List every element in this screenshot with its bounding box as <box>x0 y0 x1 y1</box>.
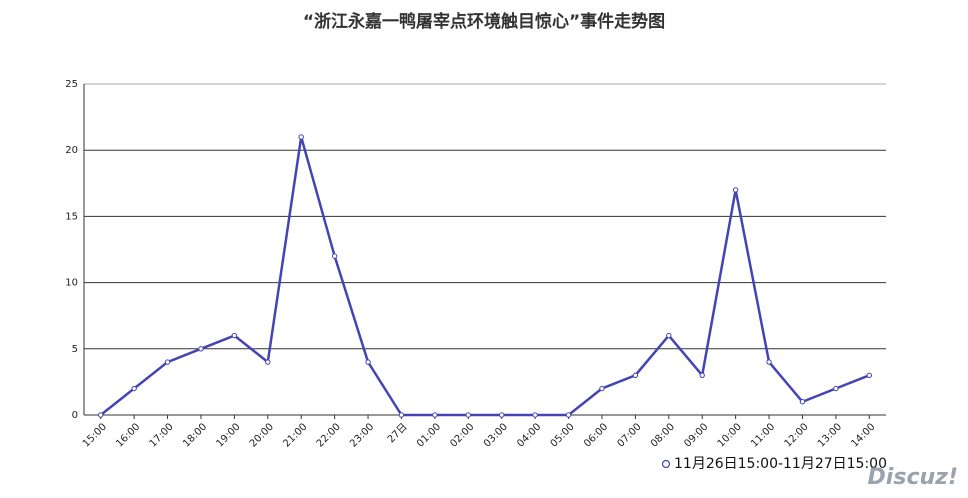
point <box>298 134 304 140</box>
y-tick-label: 0 <box>72 410 78 421</box>
x-tick-label: 17:00 <box>148 421 176 449</box>
series-line <box>99 136 870 417</box>
y-tick-label: 5 <box>72 344 78 355</box>
point <box>532 412 538 418</box>
point <box>565 412 572 418</box>
point <box>164 359 171 365</box>
x-tick-label: 04:00 <box>515 421 543 449</box>
point <box>666 332 672 339</box>
point <box>599 385 605 392</box>
point <box>465 412 471 418</box>
x-tick-label: 18:00 <box>181 421 209 449</box>
point <box>732 187 739 193</box>
x-tick-label: 01:00 <box>415 421 443 449</box>
point <box>632 372 639 378</box>
point <box>699 372 705 378</box>
y-tick-label: 15 <box>65 211 78 222</box>
x-tick-label: 22:00 <box>315 421 343 449</box>
x-tick-label: 08:00 <box>649 421 677 449</box>
x-tick-label: 13:00 <box>816 421 844 449</box>
x-tick-label: 11:00 <box>749 421 777 449</box>
point <box>265 359 271 365</box>
point <box>766 359 772 365</box>
point <box>98 412 104 418</box>
x-tick-label: 09:00 <box>682 421 710 449</box>
x-tick-label: 15:00 <box>81 421 109 449</box>
x-tick-label: 10:00 <box>716 421 744 449</box>
point <box>499 412 505 418</box>
x-tick-label: 07:00 <box>615 421 643 449</box>
x-tick-label: 16:00 <box>114 421 142 449</box>
x-tick-label: 06:00 <box>582 421 610 449</box>
point <box>799 399 806 405</box>
point <box>331 253 338 259</box>
x-tick-label: 12:00 <box>783 421 811 449</box>
y-tick-label: 25 <box>65 79 78 90</box>
x-tick-label: 03:00 <box>482 421 510 449</box>
watermark: Discuz! <box>868 465 958 490</box>
point <box>365 359 371 365</box>
y-tick-label: 10 <box>65 278 78 289</box>
legend-label: 11月26日15:00-11月27日15:00 <box>674 456 887 472</box>
x-tick-label: 20:00 <box>248 421 276 449</box>
point <box>231 332 238 339</box>
legend-marker <box>661 459 671 469</box>
point <box>198 346 204 352</box>
x-tick-label: 21:00 <box>281 421 309 449</box>
point <box>432 412 438 418</box>
point <box>866 372 872 378</box>
point <box>131 385 137 392</box>
y-tick-label: 20 <box>65 145 78 156</box>
x-tick-label: 19:00 <box>214 421 242 449</box>
x-tick-label: 05:00 <box>549 421 577 449</box>
point <box>833 385 839 392</box>
x-tick-label: 23:00 <box>348 421 376 449</box>
x-tick-label: 27日 <box>386 421 410 445</box>
chart-title: “浙江永嘉一鸭屠宰点环境触目惊心”事件走势图 <box>303 11 665 32</box>
x-tick-label: 14:00 <box>849 421 877 449</box>
x-tick-label: 02:00 <box>448 421 476 449</box>
point <box>398 412 405 418</box>
